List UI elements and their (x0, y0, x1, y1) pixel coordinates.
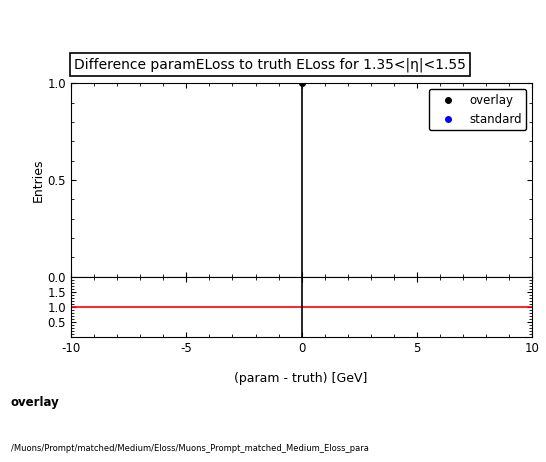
Text: overlay: overlay (11, 396, 60, 409)
Legend: overlay, standard: overlay, standard (429, 89, 526, 130)
Text: /Muons/Prompt/matched/Medium/Eloss/Muons_Prompt_matched_Medium_Eloss_para: /Muons/Prompt/matched/Medium/Eloss/Muons… (11, 444, 369, 453)
Text: (param - truth) [GeV]: (param - truth) [GeV] (234, 372, 367, 385)
Y-axis label: Entries: Entries (32, 158, 45, 202)
Text: Difference paramELoss to truth ELoss for 1.35<|η|<1.55: Difference paramELoss to truth ELoss for… (74, 57, 466, 72)
